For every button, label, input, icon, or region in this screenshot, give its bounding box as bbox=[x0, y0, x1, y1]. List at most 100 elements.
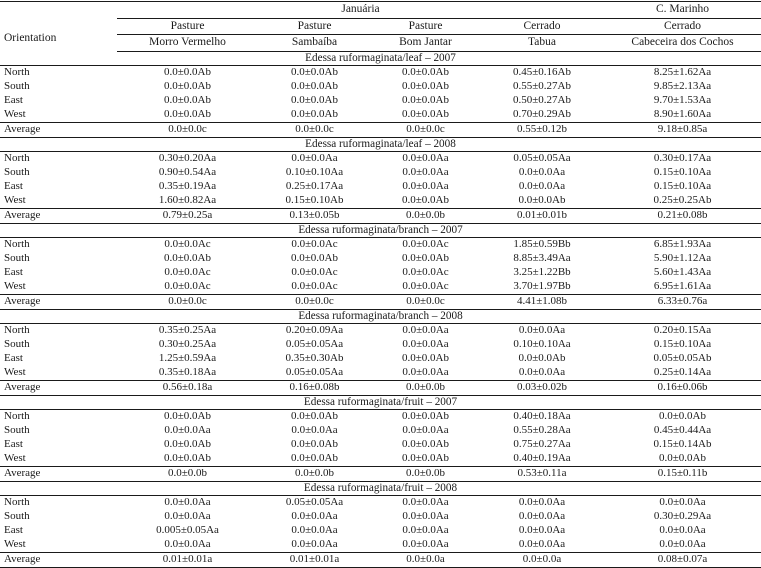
orientation-column-header: Orientation bbox=[4, 32, 57, 45]
value-cell: 0.16±0.08b bbox=[258, 379, 371, 396]
value-cell: 0.0±0.0Ac bbox=[402, 280, 449, 293]
value-cell: 0.0±0.0Ab bbox=[164, 80, 211, 93]
site-header: Cabeceira dos Cochos bbox=[604, 34, 761, 52]
value-cell: 0.0±0.0Ac bbox=[402, 266, 449, 279]
section-1: Edessa ruformaginata/leaf – 2008 North 0.3… bbox=[0, 137, 761, 224]
value-cell: 0.0±0.0b bbox=[117, 465, 258, 482]
value-cell: 0.05±0.05Aa bbox=[513, 152, 571, 165]
row-label: West bbox=[4, 366, 26, 379]
habitat-row: Pasture Pasture Pasture Cerrado Cerrado bbox=[0, 18, 761, 35]
row-label: North bbox=[4, 238, 30, 251]
value-cell: 1.85±0.59Bb bbox=[513, 238, 571, 251]
section-2: Edessa ruformaginata/branch – 2007 North 0… bbox=[0, 223, 761, 310]
value-cell: 3.70±1.97Bb bbox=[513, 280, 571, 293]
value-cell: 0.0±0.0Ab bbox=[164, 108, 211, 121]
value-cell: 0.20±0.09Aa bbox=[285, 324, 344, 337]
value-cell: 0.0±0.0Ab bbox=[291, 94, 338, 107]
value-cell: 0.0±0.0c bbox=[371, 293, 480, 310]
value-cell: 0.25±0.17Aa bbox=[285, 180, 344, 193]
value-cell: 6.33±0.76a bbox=[604, 293, 761, 310]
habitat-header: Cerrado bbox=[604, 18, 761, 35]
value-cell: 0.0±0.0Aa bbox=[402, 338, 449, 351]
value-cell: 0.0±0.0Aa bbox=[402, 510, 449, 523]
value-cell: 0.0±0.0Ac bbox=[164, 238, 211, 251]
section-title: Edessa ruformaginata/fruit – 2007 bbox=[0, 395, 761, 410]
value-cell: 0.55±0.28Aa bbox=[513, 424, 571, 437]
value-cell: 0.10±0.10Aa bbox=[513, 338, 571, 351]
data-row: West 0.35±0.18Aa 0.05±0.05Aa 0.0±0.0Aa 0.0±0… bbox=[0, 366, 761, 381]
habitat-header: Cerrado bbox=[480, 18, 605, 35]
average-row: Average 0.0±0.0c 0.0±0.0c 0.0±0.0c 4.41±1.08… bbox=[0, 293, 761, 310]
value-cell: 0.0±0.0Ab bbox=[402, 438, 449, 451]
row-label: North bbox=[4, 324, 30, 337]
value-cell: 0.0±0.0Aa bbox=[518, 366, 566, 379]
value-cell: 0.79±0.25a bbox=[117, 207, 258, 224]
value-cell: 5.90±1.12Aa bbox=[653, 252, 712, 265]
value-cell: 6.85±1.93Aa bbox=[653, 238, 712, 251]
value-cell: 0.0±0.0Ac bbox=[164, 266, 211, 279]
section-title: Edessa ruformaginata/branch – 2007 bbox=[0, 223, 761, 238]
data-row: North 0.0±0.0Ab 0.0±0.0Ab 0.0±0.0Ab 0.45±0.1… bbox=[0, 65, 761, 80]
value-cell: 6.95±1.61Aa bbox=[653, 280, 712, 293]
value-cell: 0.0±0.0Aa bbox=[402, 166, 449, 179]
value-cell: 0.0±0.0Aa bbox=[659, 538, 706, 551]
value-cell: 0.0±0.0Aa bbox=[402, 496, 449, 509]
row-label: West bbox=[4, 452, 26, 465]
row-label: South bbox=[4, 252, 30, 265]
value-cell: 0.0±0.0Ab bbox=[291, 80, 338, 93]
value-cell: 0.0±0.0Ab bbox=[402, 66, 449, 79]
value-cell: 0.005±0.05Aa bbox=[156, 524, 219, 537]
value-cell: 0.0±0.0Ab bbox=[164, 252, 211, 265]
site-header: Sambaíba bbox=[258, 34, 371, 52]
row-label: South bbox=[4, 338, 30, 351]
data-row: South 0.90±0.54Aa 0.10±0.10Aa 0.0±0.0Aa 0.0±… bbox=[0, 166, 761, 180]
value-cell: 0.50±0.27Ab bbox=[513, 94, 571, 107]
data-row: West 0.0±0.0Ab 0.0±0.0Ab 0.0±0.0Ab 0.40±0.19… bbox=[0, 452, 761, 467]
value-cell: 0.0±0.0Ab bbox=[164, 94, 211, 107]
value-cell: 0.45±0.16Ab bbox=[513, 66, 571, 79]
section-3: Edessa ruformaginata/branch – 2008 North 0… bbox=[0, 309, 761, 396]
data-row: West 0.0±0.0Aa 0.0±0.0Aa 0.0±0.0Aa 0.0±0.0Aa… bbox=[0, 538, 761, 553]
value-cell: 0.55±0.12b bbox=[480, 121, 605, 138]
habitat-header: Pasture bbox=[117, 18, 258, 35]
row-label: West bbox=[4, 108, 26, 121]
row-label: West bbox=[4, 538, 26, 551]
value-cell: 8.85±3.49Aa bbox=[513, 252, 571, 265]
value-cell: 0.45±0.44Aa bbox=[653, 424, 712, 437]
value-cell: 0.21±0.08b bbox=[604, 207, 761, 224]
value-cell: 0.30±0.20Aa bbox=[158, 152, 217, 165]
habitat-header: Pasture bbox=[258, 18, 371, 35]
value-cell: 0.90±0.54Aa bbox=[158, 166, 217, 179]
value-cell: 0.0±0.0Ac bbox=[291, 266, 338, 279]
data-row: South 0.0±0.0Ab 0.0±0.0Ab 0.0±0.0Ab 8.85±3.4… bbox=[0, 252, 761, 266]
value-cell: 0.30±0.25Aa bbox=[158, 338, 217, 351]
value-cell: 0.13±0.05b bbox=[258, 207, 371, 224]
value-cell: 0.0±0.0Aa bbox=[518, 538, 566, 551]
data-row: North 0.35±0.25Aa 0.20±0.09Aa 0.0±0.0Aa 0.0±… bbox=[0, 323, 761, 338]
value-cell: 0.01±0.01a bbox=[117, 551, 258, 568]
data-row: West 1.60±0.82Aa 0.15±0.10Ab 0.0±0.0Ab 0.0±0… bbox=[0, 194, 761, 209]
data-row: South 0.0±0.0Aa 0.0±0.0Aa 0.0±0.0Aa 0.0±0.0A… bbox=[0, 510, 761, 524]
row-label: East bbox=[4, 524, 23, 537]
value-cell: 0.56±0.18a bbox=[117, 379, 258, 396]
section-4: Edessa ruformaginata/fruit – 2007 North 0.… bbox=[0, 395, 761, 482]
location-group-row: Orientation Januária C. Marinho bbox=[0, 1, 761, 44]
value-cell: 0.0±0.0c bbox=[371, 121, 480, 138]
value-cell: 0.30±0.17Aa bbox=[653, 152, 712, 165]
value-cell: 0.0±0.0Aa bbox=[291, 152, 338, 165]
value-cell: 0.0±0.0Aa bbox=[164, 538, 211, 551]
value-cell: 8.90±1.60Aa bbox=[653, 108, 712, 121]
value-cell: 0.0±0.0Ab bbox=[291, 438, 338, 451]
value-cell: 0.0±0.0Aa bbox=[164, 496, 211, 509]
value-cell: 0.0±0.0Aa bbox=[164, 424, 211, 437]
value-cell: 0.01±0.01b bbox=[480, 207, 605, 224]
value-cell: 0.0±0.0Ab bbox=[402, 94, 449, 107]
value-cell: 0.0±0.0Ac bbox=[402, 238, 449, 251]
row-label: South bbox=[4, 80, 30, 93]
section-title-row: Edessa ruformaginata/fruit – 2007 bbox=[0, 395, 761, 410]
value-cell: 0.40±0.19Aa bbox=[513, 452, 571, 465]
row-label: Average bbox=[0, 293, 117, 310]
value-cell: 0.0±0.0a bbox=[480, 551, 605, 568]
value-cell: 0.0±0.0Aa bbox=[291, 524, 338, 537]
